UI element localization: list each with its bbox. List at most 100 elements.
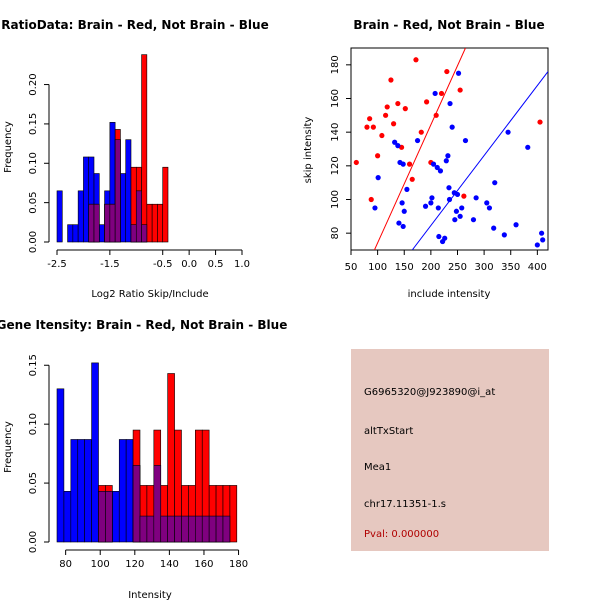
scatter-point-not-brain	[513, 222, 519, 228]
scatter-xlabel: include intensity	[408, 289, 491, 300]
scatter-point-not-brain	[484, 200, 490, 206]
scatter-point-brain	[438, 90, 445, 97]
scatter-point-brain	[379, 132, 385, 139]
scatter-point-not-brain	[454, 191, 461, 198]
scatter-point-not-brain	[540, 237, 546, 243]
intensity-xlabel: Intensity	[128, 590, 172, 600]
ratio-y-tick-label: 0.00	[28, 231, 39, 253]
intensity-bar-not-brain	[56, 388, 65, 543]
ratio-title: RatioData: Brain - Red, Not Brain - Blue	[1, 18, 268, 32]
intensity-bar-overlap	[139, 515, 148, 543]
scatter-point-brain	[424, 99, 430, 105]
ratio-x-tick-label: -0.5	[153, 259, 173, 270]
ratio-x-tick-label: 0.0	[181, 259, 197, 270]
intensity-bar-overlap	[167, 515, 175, 543]
intensity-bar-not-brain	[118, 439, 127, 543]
intensity-bar-overlap	[105, 491, 113, 543]
intensity-bar-overlap	[222, 515, 231, 543]
scatter-point-brain	[364, 124, 370, 130]
scatter-x-tick-label: 350	[501, 262, 520, 273]
scatter-y-tick-label: 120	[330, 156, 341, 175]
scatter-point-not-brain	[432, 90, 438, 97]
scatter-y-tick-label: 180	[330, 55, 341, 74]
scatter-point-not-brain	[534, 242, 540, 248]
scatter-point-brain	[461, 193, 467, 199]
scatter-point-brain	[370, 124, 376, 130]
scatter-point-not-brain	[486, 205, 493, 211]
ratio-bar-not-brain	[125, 139, 132, 243]
scatter-box	[350, 47, 549, 251]
scatter-point-not-brain	[457, 213, 463, 219]
intensity-bar-not-brain	[70, 439, 79, 543]
intensity-x-tick-label: 80	[59, 559, 72, 570]
fit-line-brain-fit	[373, 48, 466, 250]
scatter-points	[353, 57, 546, 248]
intensity-histogram: Gene Itensity: Brain - Red, Not Brain - …	[0, 318, 287, 600]
scatter-point-brain	[433, 112, 439, 118]
ratio-y-tick-label: 0.05	[28, 192, 39, 214]
scatter-point-not-brain	[462, 137, 469, 144]
scatter-point-brain	[537, 119, 543, 125]
scatter-point-brain	[395, 100, 401, 107]
ratio-ylabel: Frequency	[3, 121, 14, 173]
info-panel: G6965320@J923890@i_at altTxStart Mea1 ch…	[351, 349, 549, 551]
scatter-x-tick-label: 100	[368, 262, 387, 273]
ratio-bar-brain	[162, 166, 169, 243]
ratio-histogram: RatioData: Brain - Red, Not Brain - Blue…	[1, 18, 268, 300]
scatter-point-brain	[457, 87, 463, 93]
scatter-point-not-brain	[459, 205, 465, 211]
ratio-y-tick-label: 0.15	[28, 113, 39, 135]
scatter-point-brain	[402, 106, 408, 112]
scatter-x-tick-label: 400	[528, 262, 547, 273]
scatter-point-brain	[418, 129, 424, 135]
scatter-point-not-brain	[442, 235, 448, 241]
ratio-bar-brain	[146, 203, 153, 243]
scatter-point-not-brain	[430, 161, 437, 167]
scatter-point-brain	[413, 57, 419, 63]
scatter-point-not-brain	[428, 200, 434, 206]
scatter-point-brain	[406, 161, 413, 167]
intensity-bar-overlap	[195, 515, 203, 543]
intensity-x-tick-label: 100	[91, 559, 110, 570]
scatter-x-tick-label: 300	[475, 262, 494, 273]
info-panel-background	[351, 349, 549, 551]
scatter-fit-lines	[373, 48, 548, 250]
ratio-bar-not-brain	[98, 224, 105, 243]
ratio-bar-not-brain	[120, 173, 127, 243]
scatter-y-tick-label: 140	[330, 123, 341, 142]
ratio-bar-overlap	[114, 139, 121, 243]
ratio-bar-overlap	[141, 224, 148, 243]
intensity-y-tick-label: 0.05	[28, 472, 39, 494]
ratio-bar-not-brain	[56, 190, 63, 243]
ratio-bar-not-brain	[77, 190, 84, 243]
scatter-point-brain	[368, 196, 374, 203]
scatter-point-not-brain	[375, 175, 381, 181]
scatter-point-not-brain	[443, 158, 449, 164]
ratio-x-tick-label: -2.5	[47, 259, 67, 270]
scatter-y-tick-label: 100	[330, 190, 341, 209]
intensity-bar-not-brain	[125, 439, 134, 543]
intensity-x-tick-label: 140	[160, 559, 179, 570]
scatter-point-brain	[383, 112, 389, 118]
scatter-point-not-brain	[492, 180, 498, 186]
intensity-bar-overlap	[181, 515, 189, 543]
scatter-point-not-brain	[445, 153, 451, 159]
scatter-y-tick-label: 160	[330, 89, 341, 108]
scatter-point-brain	[367, 116, 373, 122]
scatter-point-brain	[390, 121, 397, 127]
scatter-point-brain	[409, 176, 415, 182]
scatter-point-not-brain	[452, 217, 458, 223]
ratio-x-tick-label: 0.5	[208, 259, 224, 270]
pval-text: Pval: 0.000000	[364, 529, 439, 540]
scatter-point-not-brain	[399, 200, 405, 206]
intensity-title: Gene Itensity: Brain - Red, Not Brain - …	[0, 318, 287, 332]
intensity-bar-not-brain	[84, 439, 92, 543]
probe-id: G6965320@J923890@i_at	[364, 387, 495, 398]
intensity-y-tick-label: 0.15	[28, 354, 39, 376]
scatter-point-not-brain	[395, 143, 401, 149]
scatter-point-not-brain	[437, 168, 444, 174]
scatter-y-tick-label: 80	[330, 227, 341, 240]
ratio-bar-overlap	[135, 190, 142, 243]
scatter-point-not-brain	[491, 225, 497, 231]
